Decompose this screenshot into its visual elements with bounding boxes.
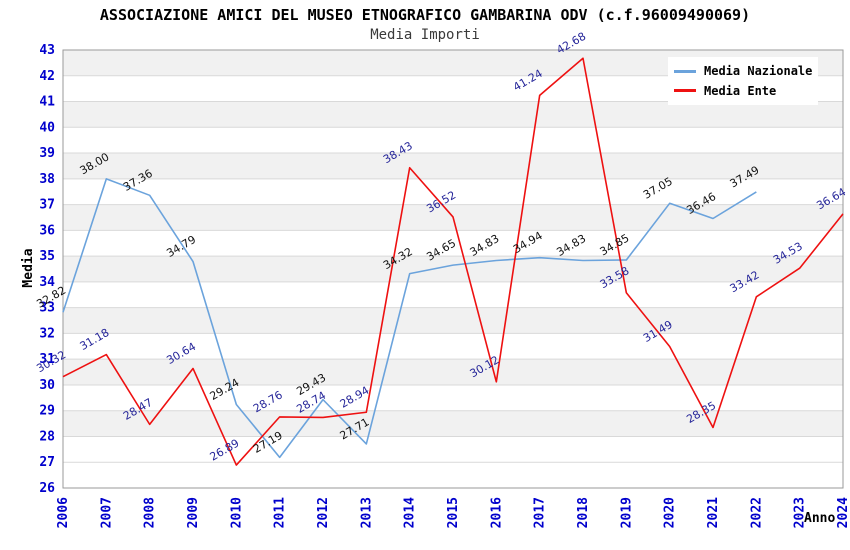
y-tick-label: 42 bbox=[39, 69, 55, 84]
chart-title: ASSOCIAZIONE AMICI DEL MUSEO ETNOGRAFICO… bbox=[99, 6, 751, 24]
y-tick-label: 29 bbox=[39, 404, 55, 419]
y-tick-label: 35 bbox=[39, 249, 55, 264]
band-stripe bbox=[63, 101, 843, 128]
y-tick-label: 36 bbox=[39, 223, 55, 238]
y-tick-label: 30 bbox=[39, 378, 55, 393]
data-label: 34.85 bbox=[598, 231, 632, 258]
legend: Media Nazionale Media Ente bbox=[668, 57, 818, 105]
y-axis-title: Media bbox=[21, 248, 36, 288]
band-stripe bbox=[63, 410, 843, 437]
x-tick-label: 2015 bbox=[446, 497, 461, 528]
x-tick-label: 2021 bbox=[706, 497, 721, 528]
y-tick-label: 41 bbox=[39, 95, 55, 110]
media-ente-line-swatch-icon bbox=[674, 89, 696, 93]
x-tick-label: 2010 bbox=[229, 497, 244, 528]
band-stripe bbox=[63, 256, 843, 282]
y-tick-label: 31 bbox=[39, 352, 55, 367]
y-tick-label: 37 bbox=[39, 198, 55, 213]
x-tick-label: 2024 bbox=[836, 497, 850, 528]
x-tick-label: 2007 bbox=[99, 497, 114, 528]
x-tick-label: 2016 bbox=[489, 497, 504, 528]
x-tick-label: 2017 bbox=[533, 497, 548, 528]
y-tick-label: 33 bbox=[39, 301, 55, 316]
legend-label: Media Nazionale bbox=[704, 64, 813, 79]
media-nazionale-line-swatch-icon bbox=[674, 69, 696, 73]
y-tick-label: 27 bbox=[39, 455, 55, 470]
data-label: 28.94 bbox=[338, 384, 372, 411]
x-tick-label: 2020 bbox=[663, 497, 678, 528]
y-tick-label: 28 bbox=[39, 429, 55, 444]
data-label: 34.83 bbox=[554, 232, 588, 259]
x-tick-label: 2022 bbox=[749, 497, 764, 528]
x-tick-label: 2012 bbox=[316, 497, 331, 528]
x-tick-label: 2018 bbox=[576, 497, 591, 528]
x-tick-label: 2023 bbox=[793, 497, 808, 528]
band-stripe bbox=[63, 307, 843, 334]
data-label: 34.83 bbox=[468, 232, 502, 259]
x-tick-label: 2014 bbox=[403, 497, 418, 528]
x-axis-title: Anno bbox=[804, 511, 836, 526]
x-tick-label: 2011 bbox=[273, 497, 288, 528]
legend-label: Media Ente bbox=[704, 83, 777, 98]
legend-item-media-nazionale: Media Nazionale bbox=[674, 64, 818, 78]
data-label: 34.94 bbox=[511, 229, 545, 256]
x-tick-label: 2013 bbox=[359, 497, 374, 528]
x-tick-label: 2006 bbox=[56, 497, 71, 528]
legend-item-media-ente: Media Ente bbox=[674, 84, 818, 98]
y-tick-label: 38 bbox=[39, 172, 55, 187]
chart-subtitle: Media Importi bbox=[370, 27, 480, 43]
x-tick-label: 2009 bbox=[186, 497, 201, 528]
band-stripe bbox=[63, 359, 843, 385]
band-stripe bbox=[63, 153, 843, 179]
series-line-media-nazionale bbox=[62, 178, 757, 459]
y-tick-label: 39 bbox=[39, 146, 55, 161]
y-tick-label: 34 bbox=[39, 275, 55, 290]
y-tick-label: 32 bbox=[39, 326, 55, 341]
x-tick-label: 2008 bbox=[143, 497, 158, 528]
x-tick-label: 2019 bbox=[619, 497, 634, 528]
series-line-media-ente bbox=[62, 57, 844, 466]
y-tick-label: 26 bbox=[39, 481, 55, 496]
plot-frame bbox=[62, 49, 844, 489]
y-tick-label: 43 bbox=[39, 43, 55, 58]
y-tick-label: 40 bbox=[39, 120, 55, 135]
